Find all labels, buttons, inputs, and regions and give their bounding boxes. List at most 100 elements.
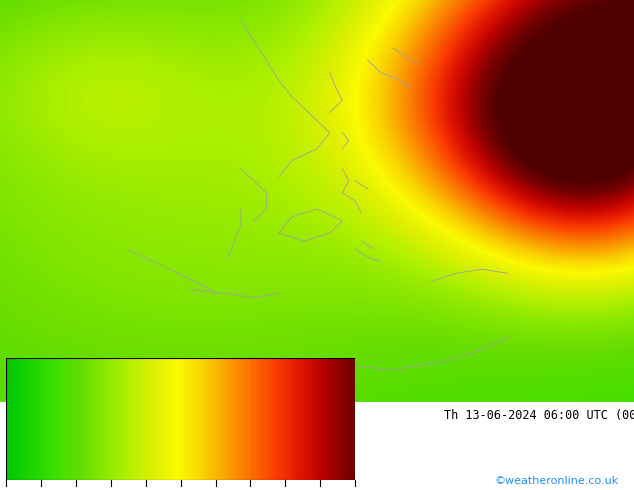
Bar bbox=[67, 358, 68, 480]
Bar bbox=[344, 358, 346, 480]
Bar bbox=[190, 358, 191, 480]
Bar bbox=[224, 358, 226, 480]
Bar bbox=[216, 358, 217, 480]
Bar bbox=[250, 358, 252, 480]
Bar bbox=[219, 358, 221, 480]
Bar bbox=[124, 358, 126, 480]
Bar bbox=[76, 358, 78, 480]
Bar bbox=[283, 358, 285, 480]
Bar bbox=[179, 358, 181, 480]
Bar bbox=[98, 358, 100, 480]
Bar bbox=[43, 358, 45, 480]
Bar bbox=[148, 358, 150, 480]
Bar bbox=[342, 358, 344, 480]
Bar bbox=[245, 358, 247, 480]
Bar bbox=[115, 358, 117, 480]
Bar bbox=[127, 358, 129, 480]
Bar bbox=[300, 358, 302, 480]
Bar bbox=[25, 358, 27, 480]
Bar bbox=[103, 358, 105, 480]
Bar bbox=[322, 358, 324, 480]
Bar bbox=[135, 358, 137, 480]
Bar bbox=[47, 358, 49, 480]
Bar bbox=[199, 358, 201, 480]
Bar bbox=[247, 358, 249, 480]
Bar bbox=[337, 358, 339, 480]
Bar bbox=[60, 358, 61, 480]
Bar bbox=[138, 358, 140, 480]
Bar bbox=[111, 358, 113, 480]
Bar bbox=[133, 358, 135, 480]
Bar bbox=[65, 358, 67, 480]
Bar bbox=[340, 358, 342, 480]
Bar bbox=[223, 358, 224, 480]
Bar bbox=[232, 358, 234, 480]
Bar bbox=[142, 358, 144, 480]
Bar bbox=[329, 358, 331, 480]
Bar bbox=[23, 358, 25, 480]
Bar bbox=[96, 358, 98, 480]
Bar bbox=[84, 358, 85, 480]
Bar bbox=[85, 358, 87, 480]
Text: RH 700 hPa Spread mean+σ [gpdm] ECMWF: RH 700 hPa Spread mean+σ [gpdm] ECMWF bbox=[6, 409, 270, 422]
Bar bbox=[210, 358, 212, 480]
Bar bbox=[107, 358, 109, 480]
Bar bbox=[311, 358, 313, 480]
Bar bbox=[256, 358, 258, 480]
Bar bbox=[32, 358, 34, 480]
Bar bbox=[117, 358, 119, 480]
Bar bbox=[252, 358, 254, 480]
Bar bbox=[140, 358, 142, 480]
Bar bbox=[153, 358, 155, 480]
Bar bbox=[39, 358, 41, 480]
Bar bbox=[191, 358, 193, 480]
Bar bbox=[164, 358, 166, 480]
Bar bbox=[293, 358, 294, 480]
Bar bbox=[228, 358, 230, 480]
Bar bbox=[10, 358, 12, 480]
Bar bbox=[56, 358, 58, 480]
Bar bbox=[263, 358, 265, 480]
Bar bbox=[347, 358, 349, 480]
Bar bbox=[275, 358, 276, 480]
Bar bbox=[72, 358, 74, 480]
Bar bbox=[269, 358, 271, 480]
Bar bbox=[267, 358, 269, 480]
Bar bbox=[296, 358, 298, 480]
Bar bbox=[346, 358, 347, 480]
Bar bbox=[203, 358, 205, 480]
Bar bbox=[197, 358, 199, 480]
Bar bbox=[87, 358, 89, 480]
Bar bbox=[100, 358, 102, 480]
Bar bbox=[126, 358, 127, 480]
Bar bbox=[12, 358, 14, 480]
Bar bbox=[339, 358, 340, 480]
Bar bbox=[234, 358, 236, 480]
Bar bbox=[226, 358, 228, 480]
Bar bbox=[137, 358, 138, 480]
Bar bbox=[230, 358, 232, 480]
Bar bbox=[331, 358, 333, 480]
Bar bbox=[254, 358, 256, 480]
Bar bbox=[183, 358, 184, 480]
Bar bbox=[119, 358, 120, 480]
Bar bbox=[120, 358, 122, 480]
Bar bbox=[205, 358, 207, 480]
Bar bbox=[243, 358, 245, 480]
Bar bbox=[94, 358, 96, 480]
Bar bbox=[89, 358, 91, 480]
Bar bbox=[240, 358, 242, 480]
Bar bbox=[287, 358, 289, 480]
Bar bbox=[175, 358, 177, 480]
Bar bbox=[29, 358, 30, 480]
Bar bbox=[208, 358, 210, 480]
Bar bbox=[30, 358, 32, 480]
Bar bbox=[333, 358, 335, 480]
Bar bbox=[195, 358, 197, 480]
Bar bbox=[186, 358, 188, 480]
Bar bbox=[129, 358, 131, 480]
Bar bbox=[172, 358, 173, 480]
Bar bbox=[249, 358, 250, 480]
Bar bbox=[238, 358, 240, 480]
Bar bbox=[170, 358, 172, 480]
